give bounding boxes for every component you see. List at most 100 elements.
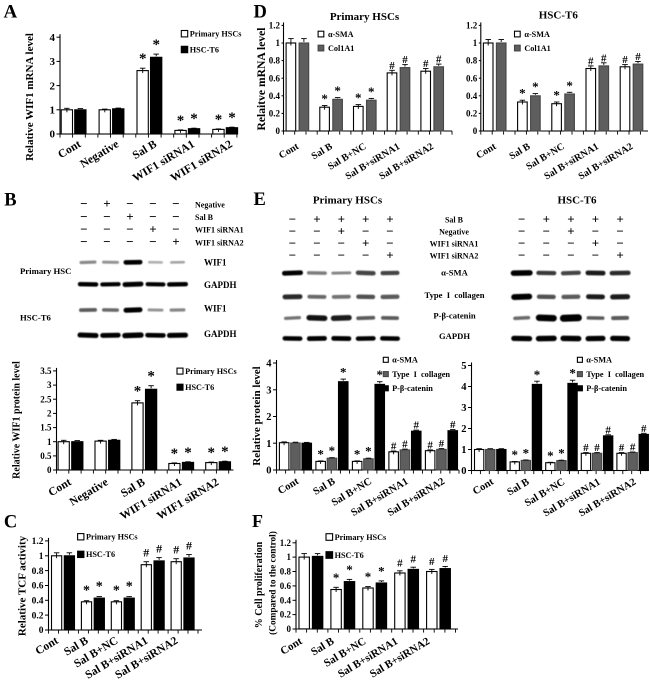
- svg-text:−: −: [362, 224, 369, 239]
- svg-text:−: −: [592, 248, 599, 263]
- svg-text:*: *: [96, 580, 103, 595]
- svg-text:D: D: [254, 3, 267, 23]
- svg-text:*: *: [378, 563, 385, 578]
- svg-text:#: #: [429, 556, 435, 568]
- svg-text:#: #: [436, 54, 442, 66]
- svg-text:*: *: [152, 37, 160, 53]
- svg-text:Type I collagen: Type I collagen: [586, 370, 644, 379]
- svg-text:#: #: [402, 439, 408, 451]
- svg-text:*: *: [190, 111, 198, 127]
- svg-text:−: −: [362, 248, 369, 263]
- svg-text:*: *: [523, 446, 530, 461]
- svg-text:−: −: [592, 224, 599, 239]
- svg-text:*: *: [139, 51, 147, 67]
- svg-text:0: 0: [39, 626, 44, 636]
- svg-text:P-β-catenin: P-β-catenin: [392, 384, 433, 393]
- svg-text:1.2: 1.2: [280, 538, 292, 548]
- svg-text:−: −: [149, 234, 156, 249]
- svg-text:*: *: [346, 562, 353, 577]
- svg-text:0.6: 0.6: [269, 73, 281, 83]
- svg-text:−: −: [543, 224, 550, 239]
- svg-text:2: 2: [47, 409, 52, 419]
- svg-text:+: +: [103, 196, 110, 211]
- svg-text:−: −: [386, 236, 393, 251]
- svg-text:0: 0: [461, 466, 466, 477]
- svg-text:HSC-T6: HSC-T6: [539, 10, 579, 22]
- svg-text:0: 0: [473, 126, 478, 136]
- svg-text:WIF1: WIF1: [204, 304, 227, 314]
- svg-text:+: +: [362, 212, 369, 227]
- svg-text:#: #: [391, 441, 397, 453]
- svg-text:*: *: [147, 369, 155, 385]
- svg-text:Primary HSCs: Primary HSCs: [335, 533, 387, 542]
- svg-text:0: 0: [50, 129, 56, 141]
- svg-text:−: −: [616, 224, 623, 239]
- svg-text:−: −: [518, 224, 525, 239]
- svg-text:3.5: 3.5: [40, 366, 52, 376]
- svg-text:−: −: [172, 221, 179, 236]
- svg-text:+: +: [313, 212, 320, 227]
- svg-text:−: −: [518, 236, 525, 251]
- svg-text:#: #: [143, 546, 149, 560]
- svg-text:Negative: Negative: [195, 201, 225, 210]
- svg-text:GAPDH: GAPDH: [204, 280, 237, 290]
- svg-text:GAPDH: GAPDH: [439, 331, 470, 341]
- svg-text:Primary HSCs: Primary HSCs: [313, 195, 383, 207]
- svg-text:*: *: [558, 446, 565, 461]
- svg-text:0.8: 0.8: [32, 567, 44, 577]
- svg-text:*: *: [184, 445, 192, 461]
- svg-text:#: #: [450, 419, 456, 431]
- svg-text:−: −: [103, 234, 110, 249]
- svg-text:3: 3: [461, 403, 466, 414]
- svg-text:−: −: [289, 248, 296, 263]
- svg-text:WIF1 siRNA2: WIF1 siRNA2: [430, 252, 479, 261]
- svg-text:1: 1: [287, 552, 292, 562]
- svg-text:5: 5: [461, 361, 466, 372]
- svg-text:Col1A1: Col1A1: [524, 44, 550, 53]
- svg-text:#: #: [389, 60, 395, 72]
- svg-text:Sal B: Sal B: [445, 215, 464, 224]
- svg-text:2.5: 2.5: [40, 394, 52, 404]
- svg-text:*: *: [532, 79, 539, 94]
- svg-text:0.8: 0.8: [466, 56, 478, 66]
- svg-text:−: −: [149, 196, 156, 211]
- svg-text:Type I collagen: Type I collagen: [425, 290, 485, 300]
- svg-text:Relative WIF1 protein level: Relative WIF1 protein level: [12, 361, 23, 479]
- svg-text:Negative: Negative: [439, 227, 469, 236]
- svg-text:α-SMA: α-SMA: [328, 30, 354, 39]
- svg-text:2: 2: [266, 412, 271, 423]
- svg-text:+: +: [567, 212, 574, 227]
- svg-text:Primary HSC: Primary HSC: [20, 266, 71, 276]
- svg-text:P-β-catenin: P-β-catenin: [433, 310, 475, 320]
- svg-text:+: +: [362, 236, 369, 251]
- svg-text:−: −: [518, 248, 525, 263]
- svg-text:0: 0: [47, 465, 52, 475]
- svg-text:*: *: [208, 445, 216, 461]
- svg-text:#: #: [427, 439, 433, 451]
- svg-text:HSC-T6: HSC-T6: [86, 550, 115, 559]
- svg-text:+: +: [386, 248, 393, 263]
- svg-text:HSC-T6: HSC-T6: [20, 313, 52, 323]
- svg-text:+: +: [592, 212, 599, 227]
- svg-text:B: B: [4, 191, 16, 211]
- svg-text:0: 0: [287, 624, 292, 634]
- svg-text:0.2: 0.2: [280, 610, 292, 620]
- svg-text:#: #: [588, 55, 594, 67]
- svg-text:2: 2: [50, 80, 56, 92]
- svg-text:*: *: [566, 78, 573, 93]
- svg-text:P-β-catenin: P-β-catenin: [586, 384, 627, 393]
- svg-text:*: *: [534, 367, 541, 382]
- svg-text:Relaitve mRNA level: Relaitve mRNA level: [255, 27, 268, 131]
- svg-text:F: F: [252, 511, 263, 531]
- svg-text:+: +: [338, 224, 345, 239]
- svg-text:−: −: [567, 236, 574, 251]
- svg-text:−: −: [338, 248, 345, 263]
- svg-text:*: *: [512, 447, 519, 462]
- svg-text:1: 1: [276, 38, 281, 48]
- svg-text:+: +: [338, 212, 345, 227]
- svg-text:Col1A1: Col1A1: [328, 44, 354, 53]
- svg-text:#: #: [156, 542, 162, 556]
- svg-text:0.8: 0.8: [280, 567, 292, 577]
- svg-text:#: #: [397, 557, 403, 569]
- svg-text:1.2: 1.2: [32, 537, 44, 547]
